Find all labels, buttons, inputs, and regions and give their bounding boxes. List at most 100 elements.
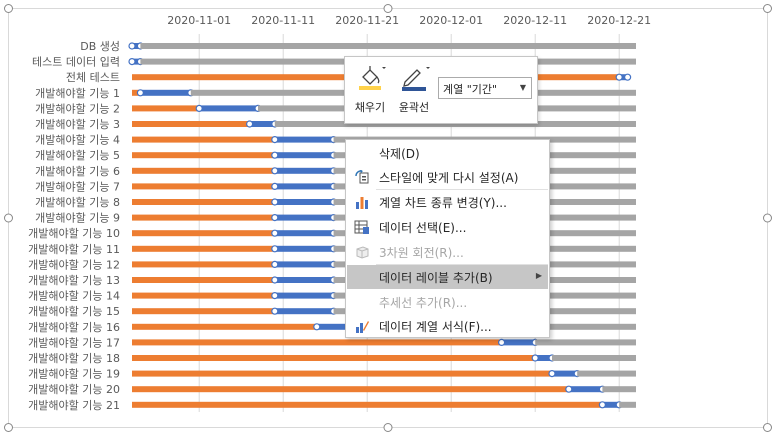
- bar-segment[interactable]: [132, 230, 275, 237]
- bar-segment[interactable]: [501, 339, 536, 346]
- selection-handle[interactable]: [271, 276, 279, 284]
- resize-handle[interactable]: [383, 4, 393, 13]
- resize-handle[interactable]: [4, 423, 13, 432]
- selection-handle[interactable]: [271, 182, 279, 190]
- bar-segment[interactable]: [140, 43, 636, 49]
- selection-handle[interactable]: [136, 89, 144, 97]
- bar-segment[interactable]: [132, 183, 275, 190]
- menu-item-select-data-label: 데이터 선택(E)...: [379, 221, 467, 235]
- bar-segment[interactable]: [132, 105, 200, 112]
- bar-segment[interactable]: [132, 167, 275, 174]
- bar-segment[interactable]: [274, 277, 334, 283]
- menu-item-reset-style[interactable]: 스타일에 맞게 다시 설정(A): [347, 165, 548, 189]
- menu-item-change-chart-type[interactable]: 계열 차트 종류 변경(Y)...: [347, 190, 548, 214]
- bar-segment[interactable]: [274, 230, 334, 237]
- y-category-label: 개발해야할 기능 13: [28, 273, 120, 287]
- resize-handle[interactable]: [383, 423, 393, 432]
- selection-handle[interactable]: [615, 73, 623, 81]
- bar-segment[interactable]: [552, 355, 636, 361]
- selection-handle[interactable]: [548, 370, 556, 378]
- selection-handle[interactable]: [246, 120, 254, 128]
- bar-segment[interactable]: [274, 121, 636, 127]
- resize-handle[interactable]: [763, 4, 772, 13]
- resize-handle[interactable]: [763, 423, 772, 432]
- bar-segment[interactable]: [199, 105, 258, 112]
- bar-segment[interactable]: [535, 339, 636, 346]
- bar-segment[interactable]: [274, 308, 334, 315]
- selection-handle[interactable]: [271, 307, 279, 315]
- selection-handle[interactable]: [128, 57, 136, 66]
- bar-segment[interactable]: [132, 277, 275, 283]
- series-selector-dropdown[interactable]: 계열 "기간" ▼: [438, 77, 532, 99]
- selection-handle[interactable]: [623, 73, 632, 81]
- bar-segment[interactable]: [274, 199, 334, 205]
- menu-item-select-data[interactable]: 데이터 선택(E)...: [347, 215, 548, 239]
- bar-segment[interactable]: [132, 370, 552, 377]
- bar-segment[interactable]: [140, 89, 191, 96]
- bar-segment[interactable]: [577, 370, 636, 377]
- selection-handle[interactable]: [271, 136, 279, 144]
- bar-segment[interactable]: [484, 323, 636, 330]
- bar-segment[interactable]: [274, 167, 334, 174]
- paint-bucket-icon: [359, 66, 386, 90]
- bar-segment[interactable]: [132, 121, 250, 127]
- bar-segment[interactable]: [132, 245, 275, 252]
- context-menu: 삭제(D) 스타일에 맞게 다시 설정(A) 계열 차트 종류 변경(Y)...…: [345, 139, 550, 338]
- selection-handle[interactable]: [313, 323, 321, 331]
- bar-segment[interactable]: [274, 183, 334, 190]
- bar-segment[interactable]: [132, 355, 536, 361]
- bar-segment[interactable]: [132, 199, 275, 205]
- y-category-label: 개발해야할 기능 11: [28, 242, 120, 256]
- bar-segment[interactable]: [132, 43, 141, 49]
- outline-button[interactable]: 윤곽선: [393, 61, 435, 119]
- bar-segment[interactable]: [602, 386, 636, 393]
- bar-segment[interactable]: [274, 292, 334, 299]
- selection-handle[interactable]: [271, 245, 279, 253]
- bar-segment[interactable]: [274, 136, 334, 143]
- resize-handle[interactable]: [763, 213, 772, 223]
- bar-segment[interactable]: [274, 261, 334, 268]
- bar-segment[interactable]: [132, 292, 275, 299]
- selection-handle[interactable]: [498, 338, 506, 346]
- bar-segment[interactable]: [535, 355, 552, 361]
- selection-handle[interactable]: [271, 198, 279, 206]
- selection-handle[interactable]: [565, 385, 573, 393]
- bar-segment[interactable]: [132, 339, 502, 346]
- fill-button[interactable]: 채우기: [349, 61, 391, 119]
- bar-segment[interactable]: [274, 245, 334, 252]
- menu-item-add-data-labels[interactable]: 데이터 레이블 추가(B) ▶: [347, 265, 548, 289]
- selection-handle[interactable]: [195, 104, 203, 113]
- selection-handle[interactable]: [271, 229, 279, 237]
- bar-segment[interactable]: [602, 401, 620, 408]
- bar-segment[interactable]: [132, 89, 141, 96]
- selection-handle[interactable]: [598, 401, 607, 409]
- bar-segment[interactable]: [132, 261, 275, 268]
- pencil-icon: [402, 67, 430, 91]
- selection-handle[interactable]: [271, 260, 279, 268]
- selection-handle[interactable]: [271, 167, 279, 175]
- bar-segment[interactable]: [274, 152, 334, 159]
- bar-segment[interactable]: [132, 308, 275, 315]
- bar-segment[interactable]: [132, 323, 317, 330]
- selection-handle[interactable]: [271, 151, 279, 159]
- bar-segment[interactable]: [132, 214, 275, 221]
- menu-item-format-series[interactable]: 데이터 계열 서식(F)...: [347, 314, 548, 338]
- selection-handle[interactable]: [531, 354, 539, 362]
- resize-handle[interactable]: [4, 4, 13, 13]
- bar-segment[interactable]: [132, 152, 275, 159]
- selection-handle[interactable]: [271, 214, 279, 222]
- selection-handle[interactable]: [128, 42, 136, 50]
- selection-handle[interactable]: [271, 292, 279, 300]
- bar-segment[interactable]: [132, 401, 603, 408]
- menu-item-delete[interactable]: 삭제(D): [347, 141, 548, 165]
- bar-segment[interactable]: [552, 370, 578, 377]
- bar-segment[interactable]: [249, 121, 275, 127]
- bar-segment[interactable]: [568, 386, 603, 393]
- bar-segment[interactable]: [132, 386, 569, 393]
- bar-segment[interactable]: [274, 214, 334, 221]
- bar-segment[interactable]: [132, 136, 275, 143]
- resize-handle[interactable]: [4, 213, 13, 223]
- bar-segment[interactable]: [619, 74, 628, 81]
- bar-segment[interactable]: [132, 58, 141, 65]
- bar-segment[interactable]: [619, 401, 636, 408]
